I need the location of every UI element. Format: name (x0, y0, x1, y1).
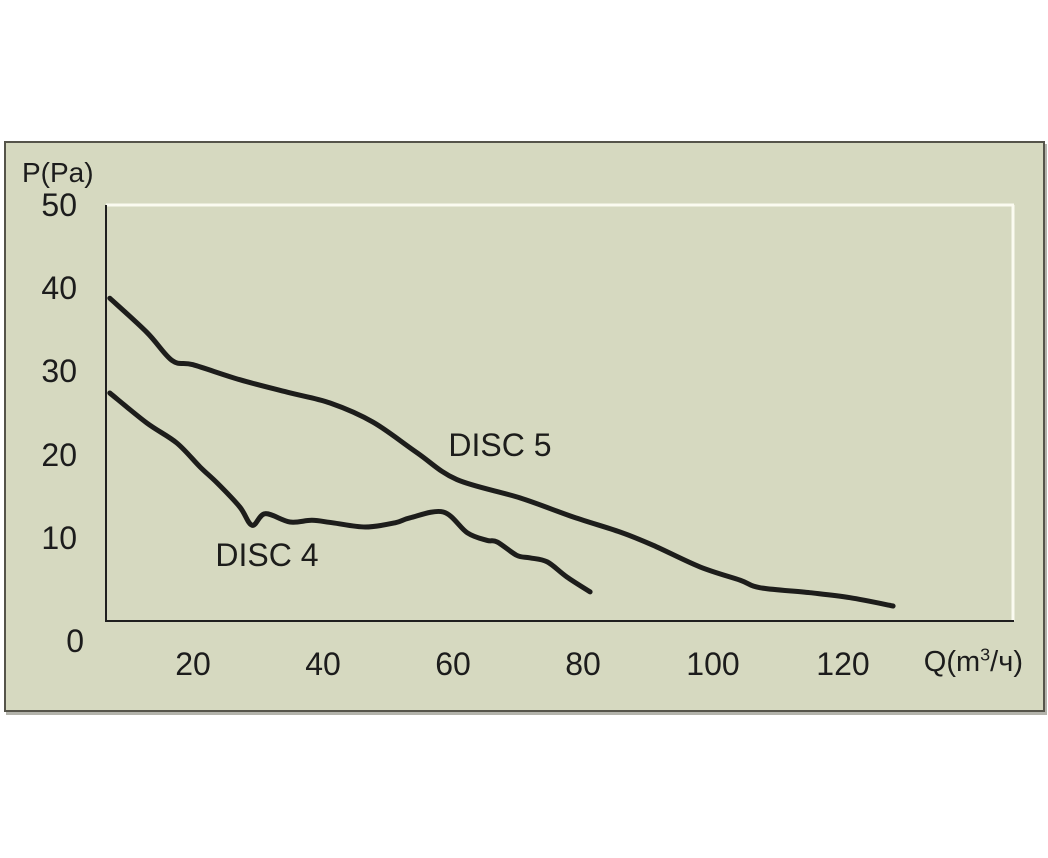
y-axis-title: P(Pa) (22, 157, 94, 188)
y-tick-label: 0 (66, 623, 84, 659)
plot-area (105, 203, 1015, 622)
curve-disc-5 (107, 295, 896, 609)
y-tick-label: 10 (41, 519, 77, 556)
chart-panel: P(Pa) 50 40 30 20 10 0 20 40 60 80 100 120 Q(m3/ч)… (4, 141, 1045, 712)
x-tick-label: 60 (435, 646, 471, 682)
x-tick-label: 20 (175, 646, 211, 682)
x-tick-label: 120 (816, 646, 870, 682)
y-tick-label: 50 (41, 187, 77, 223)
x-axis-title: Q(m3/ч) (873, 644, 1023, 679)
x-tick-label: 80 (565, 646, 601, 682)
x-axis-title-text: Q(m (923, 646, 981, 678)
y-tick-label: 20 (41, 436, 77, 473)
curve-disc-4 (107, 390, 593, 595)
x-axis-title-unit: /ч) (990, 646, 1023, 678)
x-tick-label: 100 (686, 646, 740, 682)
series-label-disc5: DISC 5 (448, 427, 552, 463)
x-axis-title-superscript: 3 (980, 644, 991, 665)
series-label-disc4: DISC 4 (215, 537, 319, 573)
y-tick-label: 30 (41, 353, 77, 390)
y-tick-label: 40 (41, 270, 77, 307)
x-tick-label: 40 (305, 646, 341, 682)
